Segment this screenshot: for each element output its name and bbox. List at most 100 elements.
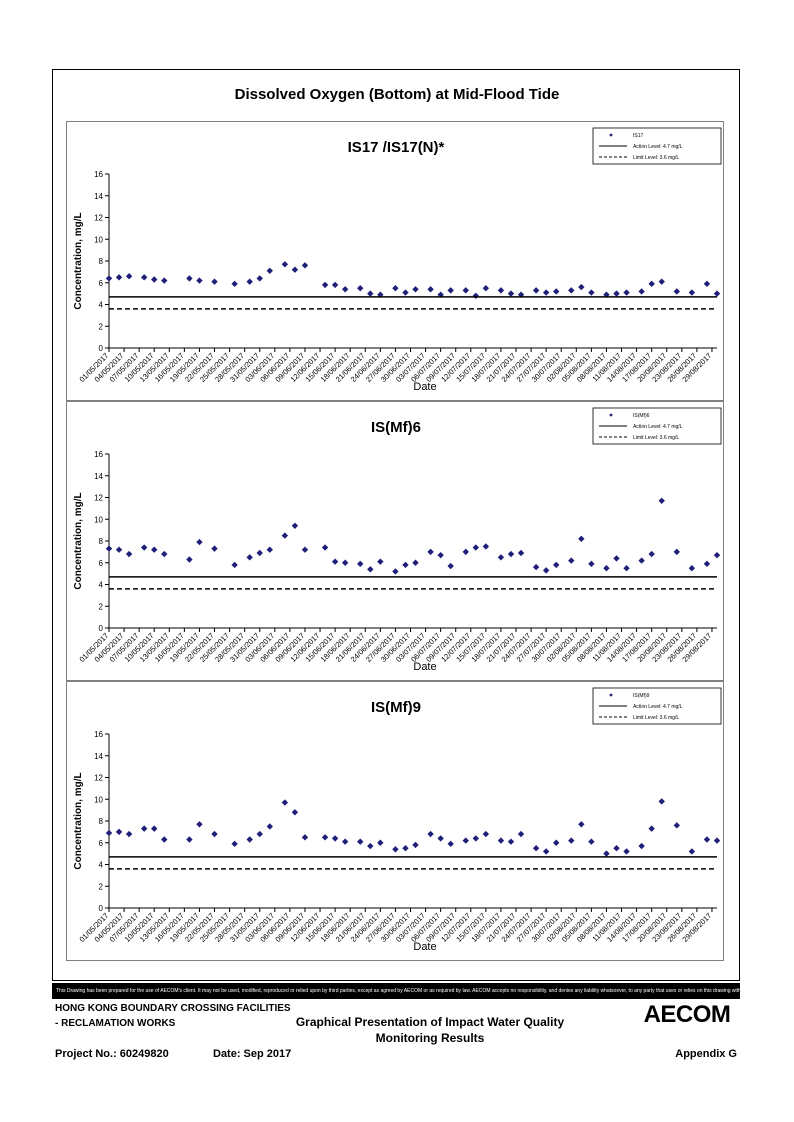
data-point — [341, 286, 349, 293]
y-tick-label: 16 — [94, 170, 103, 179]
data-point — [125, 830, 133, 838]
drawing-date: Date: Sep 2017 — [213, 1048, 292, 1060]
data-point — [703, 836, 711, 843]
data-point — [331, 558, 339, 565]
data-point — [427, 286, 434, 293]
data-point — [402, 844, 409, 852]
chart-svg: IS17 /IS17(N)*024681012141601/05/201704/… — [73, 127, 722, 393]
data-point — [532, 563, 540, 571]
data-point — [402, 289, 409, 296]
data-point — [648, 550, 655, 558]
x-axis-label: Date — [413, 661, 436, 673]
data-point — [553, 561, 560, 569]
data-point — [507, 838, 515, 845]
data-point — [115, 546, 123, 553]
data-point — [331, 281, 339, 289]
data-point — [211, 278, 218, 285]
chart-panel-ismf9: IS(Mf)9 0 2 4 6 8 10 12 14 16 01/05/2017 04/05/2017… — [66, 681, 724, 961]
data-point — [196, 277, 203, 284]
y-tick-label: 4 — [99, 861, 104, 870]
y-axis-label: Concentration, mg/L — [73, 212, 84, 309]
y-tick-label: 12 — [94, 494, 103, 503]
appendix-label: Appendix G — [675, 1048, 737, 1060]
data-point — [623, 289, 630, 296]
data-point — [688, 848, 696, 855]
data-point — [151, 546, 158, 553]
data-point — [266, 267, 273, 274]
data-point — [246, 278, 253, 285]
data-point — [377, 558, 384, 565]
data-point — [462, 287, 469, 294]
data-point — [246, 836, 253, 843]
data-point — [542, 567, 550, 574]
y-tick-label: 14 — [94, 192, 103, 201]
y-tick-label: 14 — [94, 752, 103, 761]
drawing-frame — [52, 69, 740, 981]
data-point — [688, 289, 696, 296]
data-point — [140, 274, 148, 281]
data-point — [256, 549, 263, 557]
data-point — [588, 560, 595, 568]
data-point — [392, 846, 399, 853]
data-point — [613, 555, 620, 562]
data-point — [281, 532, 289, 539]
data-point — [603, 291, 610, 298]
data-point — [291, 522, 299, 529]
data-point — [613, 290, 620, 297]
data-point — [648, 280, 655, 288]
y-tick-label: 14 — [94, 472, 103, 481]
data-point — [291, 266, 299, 273]
data-point — [673, 288, 681, 295]
data-point — [161, 550, 168, 558]
data-point — [437, 551, 444, 559]
data-point — [482, 830, 490, 838]
data-point — [447, 562, 454, 570]
data-point — [231, 561, 238, 569]
data-point — [613, 844, 620, 852]
disclaimer-bar: This Drawing has been prepared for the u… — [52, 983, 740, 999]
data-point — [402, 561, 409, 569]
data-point — [377, 839, 384, 846]
data-point — [367, 290, 374, 297]
data-point — [357, 838, 364, 845]
data-point — [211, 830, 218, 838]
data-point — [648, 825, 655, 832]
data-point — [713, 551, 721, 559]
data-point — [105, 545, 113, 552]
legend-label: Action Level: 4.7 mg/L — [633, 424, 683, 430]
y-tick-label: 0 — [99, 904, 104, 913]
data-point — [266, 823, 273, 830]
data-point — [703, 560, 711, 568]
legend-label: Limit Level: 3.6 mg/L — [633, 155, 679, 161]
data-point — [331, 835, 339, 842]
data-point — [115, 828, 123, 836]
y-tick-label: 6 — [99, 279, 104, 288]
data-point — [703, 280, 711, 288]
data-point — [462, 837, 469, 844]
data-point — [507, 290, 515, 297]
y-tick-label: 12 — [94, 214, 103, 223]
chart-title: IS(Mf)6 — [371, 419, 421, 436]
data-point — [321, 544, 329, 551]
legend-marker — [609, 133, 613, 137]
data-point — [341, 559, 349, 566]
data-point — [321, 281, 329, 289]
data-point — [412, 559, 419, 566]
graph-title-line2: Monitoring Results — [375, 1031, 485, 1045]
page-title: Dissolved Oxygen (Bottom) at Mid-Flood T… — [234, 86, 560, 103]
x-axis-label: Date — [413, 381, 436, 393]
y-tick-label: 8 — [99, 257, 104, 266]
data-point — [472, 544, 480, 551]
y-tick-label: 4 — [99, 581, 104, 590]
legend-marker — [609, 413, 613, 417]
y-tick-label: 2 — [99, 882, 104, 891]
data-point — [462, 548, 469, 556]
data-point — [196, 821, 203, 828]
graph-title-line1: Graphical Presentation of Impact Water Q… — [295, 1015, 565, 1029]
data-point — [568, 287, 575, 294]
data-point — [658, 798, 665, 805]
data-point — [568, 837, 575, 844]
data-point — [151, 825, 158, 832]
data-point — [472, 835, 480, 842]
legend-label: Action Level: 4.7 mg/L — [633, 704, 683, 710]
